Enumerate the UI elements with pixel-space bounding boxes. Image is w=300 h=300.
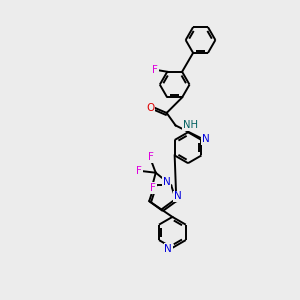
Text: N: N: [163, 177, 170, 187]
Text: F: F: [136, 166, 142, 176]
Text: N: N: [164, 244, 172, 254]
Text: N: N: [174, 191, 182, 201]
Text: O: O: [146, 103, 154, 112]
Text: F: F: [152, 65, 158, 75]
Text: F: F: [148, 152, 154, 162]
Text: N: N: [202, 134, 209, 144]
Text: NH: NH: [183, 120, 198, 130]
Text: F: F: [150, 183, 156, 193]
